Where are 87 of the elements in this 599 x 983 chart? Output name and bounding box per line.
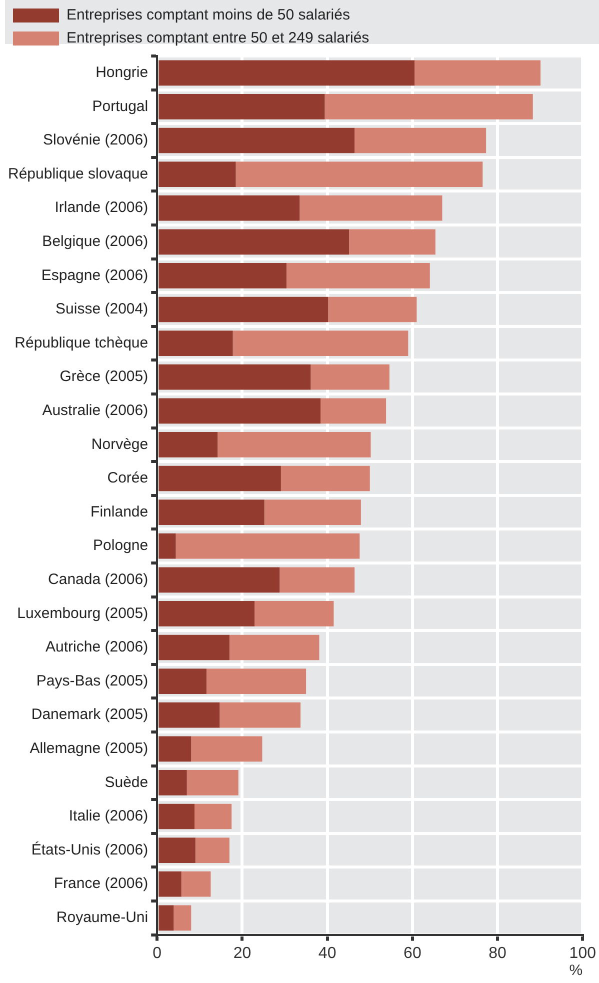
y-tick-label: Corée: [107, 470, 148, 487]
bar: [158, 60, 415, 86]
y-tick-label: République tchèque: [14, 334, 148, 352]
bar: [158, 634, 230, 660]
bar: [324, 94, 533, 120]
bar: [206, 668, 306, 694]
x-tick-label: 60: [404, 944, 422, 962]
y-tick-label: Autriche (2006): [46, 638, 148, 656]
x-tick-label: 0: [152, 944, 162, 962]
y-tick-label: Suisse (2004): [56, 300, 148, 318]
bar: [232, 330, 408, 356]
bar: [300, 195, 442, 221]
bar: [186, 770, 238, 796]
legend-label: Entreprises comptant entre 50 et 249 salariés: [66, 30, 370, 47]
y-tick-label: Suède: [104, 774, 148, 791]
x-tick-label: 80: [488, 944, 507, 962]
bar: [181, 871, 211, 897]
bar: [158, 838, 196, 863]
y-tick-label: Portugal: [92, 98, 148, 115]
y-tick-label: Slovénie (2006): [43, 132, 148, 149]
y-tick-label: Pays-Bas (2005): [36, 672, 148, 690]
bar: [158, 466, 281, 492]
bar: [176, 533, 360, 559]
bar: [194, 804, 232, 830]
bar: [158, 736, 192, 762]
bar: [158, 296, 328, 322]
bar: [158, 162, 236, 187]
bar: [158, 330, 233, 356]
bar: [158, 905, 174, 931]
bar: [158, 567, 280, 593]
y-tick-label: Canada (2006): [48, 571, 148, 588]
x-tick-label: 100: [569, 944, 596, 962]
bar: [310, 364, 390, 390]
y-tick-label: Grèce (2005): [60, 368, 148, 386]
bar: [191, 736, 262, 762]
y-tick-label: Luxembourg (2005): [17, 604, 148, 622]
bar: [280, 466, 370, 492]
bar: [158, 601, 255, 626]
bar: [158, 398, 321, 424]
bar: [158, 871, 182, 897]
bar: [158, 94, 325, 120]
y-tick-label: France (2006): [54, 875, 148, 892]
bar: [174, 905, 192, 931]
bar: [264, 500, 361, 525]
bar: [158, 432, 218, 458]
bar: [414, 60, 541, 86]
bar: [218, 432, 371, 458]
y-tick-label: Belgique (2006): [42, 233, 148, 250]
y-tick-label: États-Unis (2006): [31, 840, 148, 858]
y-tick-label: Italie (2006): [68, 808, 148, 825]
y-tick-label: Allemagne (2005): [30, 740, 148, 758]
bar: [158, 770, 187, 796]
y-tick-label: Espagne (2006): [41, 266, 148, 284]
bar: [320, 398, 386, 424]
y-tick-label: Royaume-Uni: [56, 909, 148, 926]
bar: [158, 128, 355, 154]
bar: [158, 668, 206, 694]
bar: [158, 533, 176, 559]
bar: [286, 263, 430, 288]
bar: [229, 634, 320, 660]
bar: [254, 601, 334, 626]
bar: [158, 195, 300, 221]
bar: [354, 128, 486, 154]
y-tick-label: Pologne: [93, 537, 148, 554]
bar: [328, 296, 417, 322]
x-tick-label: 20: [233, 944, 252, 962]
bar: [158, 263, 286, 288]
bar: [349, 229, 436, 255]
bar: [158, 364, 311, 390]
bar: [158, 804, 195, 830]
y-tick-label: Danemark (2005): [31, 706, 148, 724]
bar: [236, 162, 483, 187]
bar: [158, 229, 350, 255]
y-tick-label: Hongrie: [96, 64, 148, 82]
y-tick-label: Australie (2006): [42, 402, 148, 420]
x-tick-label: 40: [318, 944, 336, 962]
legend-label: Entreprises comptant moins de 50 salariés: [66, 6, 350, 24]
bar: [280, 567, 355, 593]
y-tick-label: Irlande (2006): [54, 199, 148, 216]
bar: [195, 838, 230, 863]
x-axis-title: %: [569, 962, 583, 980]
y-tick-label: Norvège: [91, 436, 148, 453]
y-tick-label: République slovaque: [8, 165, 148, 182]
y-tick-label: Finlande: [90, 503, 148, 520]
bar: [158, 500, 264, 525]
bar: [158, 702, 220, 728]
bar: [220, 702, 301, 728]
